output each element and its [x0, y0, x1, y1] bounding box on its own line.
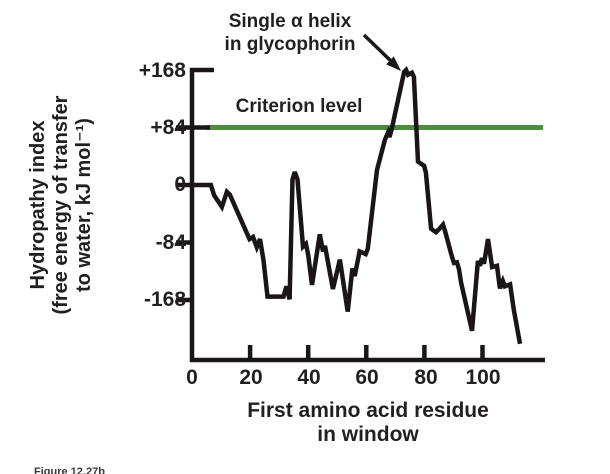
- y-tick-label: -168: [143, 288, 186, 311]
- x-tick-label: 80: [414, 366, 438, 389]
- y-tick-label: +168: [138, 59, 186, 82]
- x-tick-label: 40: [297, 366, 321, 389]
- x-axis-title-line2: in window: [317, 423, 419, 446]
- x-tick-label: 100: [465, 366, 501, 389]
- annotation-label: Single α helix in glycophorin: [225, 10, 356, 56]
- tick-marks: [176, 125, 485, 360]
- y-axis-title-line3: to water, kJ mol⁻¹): [73, 118, 95, 292]
- y-axis-title-line1: Hydropathy index: [27, 120, 49, 290]
- figure-caption: Figure 12.27b: [34, 466, 105, 474]
- x-axis-title-line1: First amino acid residue: [247, 399, 489, 422]
- x-tick-label: 20: [239, 366, 263, 389]
- annotation-line1: Single α helix: [228, 11, 352, 32]
- criterion-line: [206, 125, 543, 130]
- y-tick-label: -84: [155, 231, 186, 254]
- hydropathy-curve: [192, 65, 523, 345]
- y-axis-title-line2: (free energy of transfer: [50, 95, 72, 315]
- x-tick-label: 60: [355, 366, 379, 389]
- y-tick-label: 0: [174, 173, 186, 196]
- criterion-label: Criterion level: [235, 96, 363, 117]
- y-axis-title: Hydropathy index (free energy of transfe…: [27, 50, 97, 360]
- x-tick-label: 0: [186, 366, 198, 389]
- y-tick-label: +84: [150, 116, 186, 139]
- annotation-arrow-head: [386, 56, 401, 71]
- annotation-line2: in glycophorin: [224, 34, 356, 55]
- x-axis-title: First amino acid residue in window: [247, 399, 489, 447]
- annotation-arrow: [362, 33, 394, 64]
